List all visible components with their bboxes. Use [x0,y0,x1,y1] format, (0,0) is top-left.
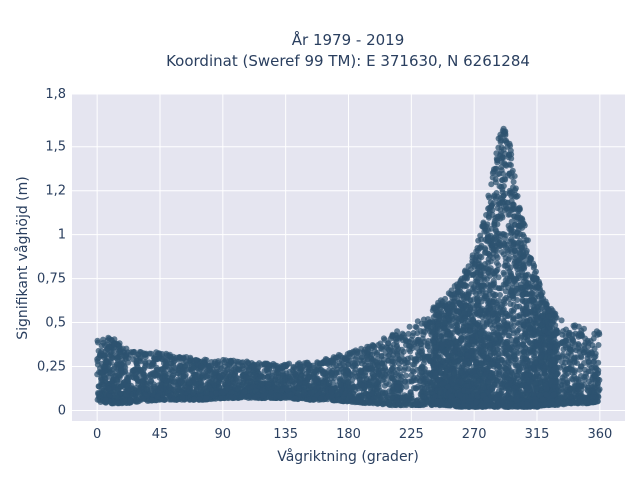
data-point [425,344,431,350]
data-point [528,291,534,297]
chart-title-line1: År 1979 - 2019 [292,30,405,49]
data-point [488,258,494,264]
data-point [564,378,570,384]
data-point [515,240,521,246]
data-point [323,356,329,362]
data-point [576,324,582,330]
data-point [504,140,510,146]
data-point [511,179,517,185]
data-point [151,384,157,390]
data-point [505,249,511,255]
data-point [493,292,499,298]
data-point [511,323,517,329]
data-point [494,260,500,266]
data-point [501,193,507,199]
data-point [411,330,417,336]
data-point [180,374,186,380]
data-point [581,326,587,332]
data-point [502,301,508,307]
data-point [507,162,513,168]
data-point [401,332,407,338]
data-point [501,272,507,278]
chart-title-line2: Koordinat (Sweref 99 TM): E 371630, N 62… [166,52,530,70]
data-point [462,269,468,275]
data-point [114,361,120,367]
data-point [533,380,539,386]
data-point [498,137,504,143]
data-point [563,327,569,333]
data-point [485,206,491,212]
data-point [95,338,101,344]
data-point [482,265,488,271]
data-point [499,167,505,173]
data-point [466,289,472,295]
data-point [139,379,145,385]
data-point [499,145,505,151]
data-point [379,354,385,360]
data-point [108,360,114,366]
data-point [485,227,491,233]
